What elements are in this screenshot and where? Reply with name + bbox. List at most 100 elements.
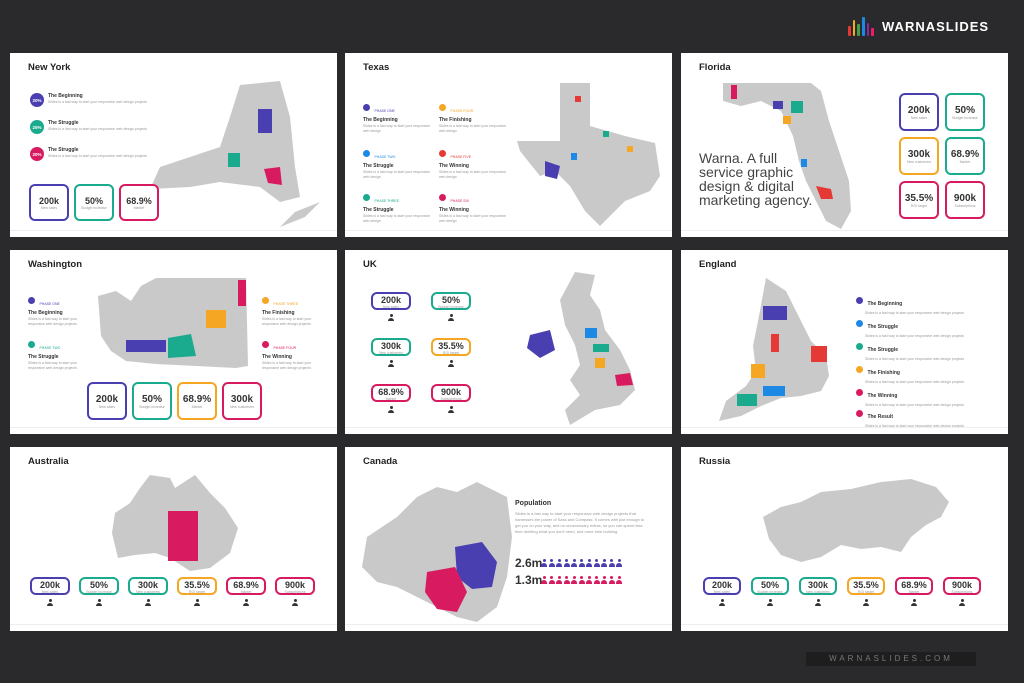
person-icon (767, 599, 773, 606)
stat-card: 200k New sales (371, 292, 411, 310)
slide-australia[interactable]: Australia 200k New sales 50% Budget increa… (10, 447, 337, 631)
stat-card: 300k New customers (371, 338, 411, 356)
person-icon (815, 599, 821, 606)
pct-circle: 20% (30, 147, 44, 161)
stat-card: 50% Budget increase (945, 93, 985, 131)
warnaslides-logo-icon (848, 16, 875, 36)
brand-header: WARNASLIDES (848, 16, 989, 36)
stat-card: 200k New sales (29, 184, 69, 221)
stat-card: 68.9% Market (945, 137, 985, 175)
slide-title: UK (363, 259, 377, 270)
stat-card: 200k New sales (30, 577, 70, 595)
person-icon (556, 576, 562, 584)
stat-card: 900k Subscriptions (275, 577, 315, 595)
russia-map (763, 479, 949, 562)
population-value: 2.6m (515, 556, 543, 570)
stat-card: 68.9% Market (226, 577, 266, 595)
stat-card: 68.9% Market (119, 184, 159, 221)
person-icon (292, 599, 298, 606)
stat-card: 50% Budget increase (79, 577, 119, 595)
stat-card: 300k New customers (799, 577, 837, 595)
slide-canada[interactable]: Canada Population Slides is a fast way t… (345, 447, 672, 631)
person-icon (571, 559, 577, 567)
stat-card: 300k New customers (128, 577, 168, 595)
brand-name: WARNASLIDES (882, 18, 990, 34)
stat-card: 300k New customers (222, 382, 262, 420)
australia-map (112, 475, 238, 571)
stat-card: 50% Budget increase (751, 577, 789, 595)
person-icon (586, 576, 592, 584)
person-icon (586, 559, 592, 567)
pct-circle: 25% (30, 120, 44, 134)
person-icon (194, 599, 200, 606)
stat-card: 50% Budget increase (431, 292, 471, 310)
uk-map (527, 272, 635, 425)
population-text: Slides is a fast way to start your respo… (515, 511, 645, 534)
person-icon (47, 599, 53, 606)
stat-card: 200k New sales (87, 382, 127, 420)
person-icon (616, 576, 622, 584)
tagline: Warna. A full service graphic design & d… (699, 150, 813, 208)
slide-title: Australia (28, 456, 69, 467)
person-icon (548, 576, 555, 584)
slide-title: England (699, 259, 737, 270)
item-title: The Beginning (48, 93, 83, 99)
stat-card: 50% Budget increase (74, 184, 114, 221)
person-icon (548, 559, 555, 567)
slide-russia[interactable]: Russia 200k New sales 50% Budget increase … (681, 447, 1008, 631)
new-york-map (150, 81, 320, 227)
person-icon (563, 576, 570, 584)
population-value: 1.3m (515, 573, 543, 587)
person-icon (959, 599, 965, 606)
person-icon (563, 559, 570, 567)
stat-card: 900k Subscriptions (431, 384, 471, 402)
stat-card: 68.9% Market (177, 382, 217, 420)
england-map (719, 278, 829, 421)
people-row (541, 559, 622, 567)
person-icon (608, 559, 615, 567)
slide-washington[interactable]: Washington PHASE ONE The Beginning Slides … (10, 250, 337, 434)
person-icon (578, 576, 585, 584)
footer-site-url[interactable]: WARNASLIDES.COM (806, 652, 976, 666)
person-icon (541, 576, 547, 584)
person-icon (616, 559, 622, 567)
person-icon (601, 576, 607, 584)
slide-england[interactable]: England The Beginning Slides is a fast wa… (681, 250, 1008, 434)
slide-title: Russia (699, 456, 731, 467)
stat-card: 35.5% ROI target (431, 338, 471, 356)
person-icon (96, 599, 102, 606)
item-title: The Struggle (48, 147, 79, 153)
stat-card: 200k New sales (899, 93, 939, 131)
slide-new-york[interactable]: New York 20% The Beginning Slides is a fa… (10, 53, 337, 237)
slide-title: Texas (363, 62, 390, 73)
item-title: The Struggle (48, 120, 79, 126)
person-icon (601, 559, 607, 567)
slide-title: Canada (363, 456, 398, 467)
slide-florida[interactable]: Florida Warna. A full service graphic de… (681, 53, 1008, 237)
people-row (541, 576, 622, 584)
population-title: Population (515, 500, 552, 507)
person-icon (448, 314, 454, 321)
stat-card: 35.5% ROI target (177, 577, 217, 595)
washington-map (98, 278, 248, 368)
slide-title: Washington (28, 259, 82, 270)
person-icon (145, 599, 151, 606)
stat-card: 50% Budget increase (132, 382, 172, 420)
stat-card: 300k New customers (899, 137, 939, 175)
person-icon (388, 406, 394, 413)
texas-map (517, 83, 660, 226)
person-icon (388, 314, 394, 321)
slide-uk[interactable]: UK 200k New sales 50% Budget increase 300k… (345, 250, 672, 434)
canada-map (362, 482, 512, 622)
person-icon (608, 576, 615, 584)
person-icon (593, 559, 600, 567)
slide-texas[interactable]: Texas PHASE ONE The Beginning Slides is a … (345, 53, 672, 237)
stat-card: 35.5% ROI target (847, 577, 885, 595)
person-icon (556, 559, 562, 567)
stat-card: 200k New sales (703, 577, 741, 595)
person-icon (388, 360, 394, 367)
person-icon (578, 559, 585, 567)
stat-card: 68.9% Market (371, 384, 411, 402)
stat-card: 900k Subscriptions (945, 181, 985, 219)
person-icon (719, 599, 725, 606)
